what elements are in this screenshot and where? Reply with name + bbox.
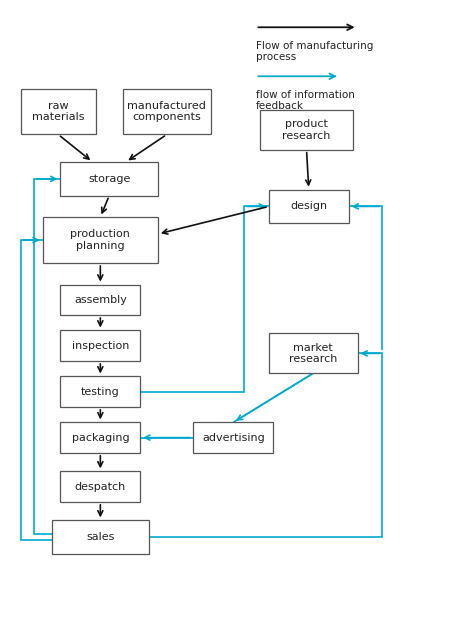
Text: manufactured
components: manufactured components xyxy=(128,101,206,122)
Text: despatch: despatch xyxy=(75,481,126,491)
FancyBboxPatch shape xyxy=(260,110,353,150)
FancyBboxPatch shape xyxy=(61,472,140,502)
FancyBboxPatch shape xyxy=(194,422,273,453)
Text: sales: sales xyxy=(86,532,114,542)
FancyBboxPatch shape xyxy=(21,88,96,135)
Text: product
research: product research xyxy=(282,119,331,141)
FancyBboxPatch shape xyxy=(61,422,140,453)
FancyBboxPatch shape xyxy=(61,284,140,315)
Text: advertising: advertising xyxy=(202,433,265,442)
FancyBboxPatch shape xyxy=(123,88,211,135)
FancyBboxPatch shape xyxy=(52,520,149,554)
FancyBboxPatch shape xyxy=(61,331,140,361)
FancyBboxPatch shape xyxy=(269,334,357,373)
Text: Flow of manufacturing
process: Flow of manufacturing process xyxy=(255,41,373,62)
Text: design: design xyxy=(290,201,327,211)
FancyBboxPatch shape xyxy=(61,376,140,407)
Text: production
planning: production planning xyxy=(70,229,130,251)
Text: testing: testing xyxy=(81,387,120,397)
Text: raw
materials: raw materials xyxy=(32,101,84,122)
Text: flow of information
feedback: flow of information feedback xyxy=(255,90,354,111)
FancyBboxPatch shape xyxy=(61,162,158,196)
Text: storage: storage xyxy=(88,174,130,184)
Text: packaging: packaging xyxy=(71,433,129,442)
Text: inspection: inspection xyxy=(72,341,129,351)
FancyBboxPatch shape xyxy=(269,190,349,223)
FancyBboxPatch shape xyxy=(43,217,158,263)
Text: assembly: assembly xyxy=(74,295,127,305)
Text: market
research: market research xyxy=(289,342,337,364)
